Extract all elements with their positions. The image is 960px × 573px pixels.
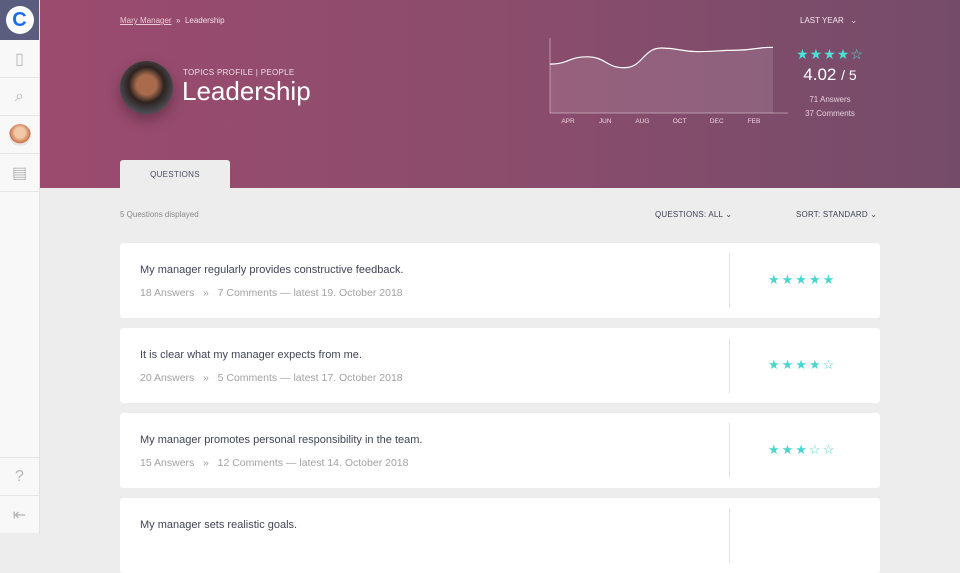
trend-chart: APR JUN AUG OCT DEC FEB [549,38,788,125]
comments-info: 5 Comments — latest 17. October 2018 [217,372,403,384]
question-rating-stars: ★★★★☆ [768,357,837,372]
search-icon[interactable]: ⌕ [0,78,39,116]
question-text: My manager sets realistic goals. [140,519,298,531]
filter-label: QUESTIONS: ALL [655,210,723,219]
answers-count: 18 Answers [140,287,195,299]
logo-icon: C [5,6,34,34]
chart-x-tick: OCT [673,118,687,125]
overall-rating: ★★★★☆ 4.02 / 5 71 Answers 37 Comments [780,46,880,121]
comments-info: 12 Comments — latest 14. October 2018 [217,457,409,469]
tab-questions[interactable]: QUESTIONS [120,160,230,188]
question-rating-stars: ★★★★★ [768,272,837,287]
logout-icon[interactable]: ⇤ [0,495,39,533]
answers-count: 71 Answers [809,95,851,104]
chevron-down-icon: ⌄ [725,210,733,219]
period-dropdown[interactable]: LAST YEAR ⌄ [800,16,857,25]
breadcrumb-current: Leadership [184,16,225,25]
question-text: It is clear what my manager expects from… [140,349,362,361]
breadcrumb-parent[interactable]: Mary Manager [120,16,172,25]
question-card[interactable]: It is clear what my manager expects from… [120,328,880,403]
chart-x-tick: DEC [710,118,724,125]
chart-x-tick: FEB [748,118,761,125]
chart-x-tick: APR [561,118,575,125]
rating-max: / 5 [841,67,857,83]
question-meta: 18 Answers » 7 Comments — latest 19. Oct… [140,287,403,299]
answers-count: 15 Answers [140,457,195,469]
page-title: Leadership [182,76,311,106]
question-rating-stars: ★★★☆☆ [768,442,837,457]
question-meta: 15 Answers » 12 Comments — latest 14. Oc… [140,457,409,469]
breadcrumb-sep: » [176,16,181,25]
breadcrumb: Mary Manager » Leadership [120,16,225,25]
divider [729,423,730,478]
question-text: My manager regularly provides constructi… [140,264,404,276]
comments-count: 37 Comments [805,109,855,118]
logo-button[interactable]: C [0,0,39,40]
topic-avatar [120,61,173,114]
rating-score: 4.02 [803,65,837,84]
chevron-down-icon: ⌄ [870,210,878,219]
questions-filter-dropdown[interactable]: QUESTIONS: ALL ⌄ [655,210,732,219]
divider [729,253,730,308]
chevron-down-icon: ⌄ [850,16,858,25]
chart-area [550,47,773,113]
help-icon[interactable]: ? [0,457,39,495]
sort-dropdown[interactable]: SORT: STANDARD ⌄ [796,210,877,219]
rating-stars: ★★★★☆ [796,46,864,62]
clipboard-icon[interactable]: ▤ [0,154,39,192]
question-card[interactable]: My manager sets realistic goals. [120,498,880,573]
comments-info: 7 Comments — latest 19. October 2018 [217,287,403,299]
divider [729,508,730,563]
sort-label: SORT: STANDARD [796,210,868,219]
page-subtitle: TOPICS PROFILE | PEOPLE [183,68,295,77]
profile-avatar[interactable] [0,116,39,154]
question-text: My manager promotes personal responsibil… [140,434,423,446]
divider [729,338,730,393]
chart-x-tick: AUG [635,118,649,125]
sidebar: C ▯ ⌕ ▤ ? ⇤ [0,0,40,533]
cards-icon[interactable]: ▯ [0,40,39,78]
chart-x-tick: JUN [599,118,612,125]
questions-count: 5 Questions displayed [120,210,199,219]
period-label: LAST YEAR [800,16,844,25]
question-meta: 20 Answers » 5 Comments — latest 17. Oct… [140,372,403,384]
question-card[interactable]: My manager regularly provides constructi… [120,243,880,318]
header: Mary Manager » Leadership TOPICS PROFILE… [40,0,960,188]
chart-line [549,46,774,69]
question-card[interactable]: My manager promotes personal responsibil… [120,413,880,488]
answers-count: 20 Answers [140,372,195,384]
